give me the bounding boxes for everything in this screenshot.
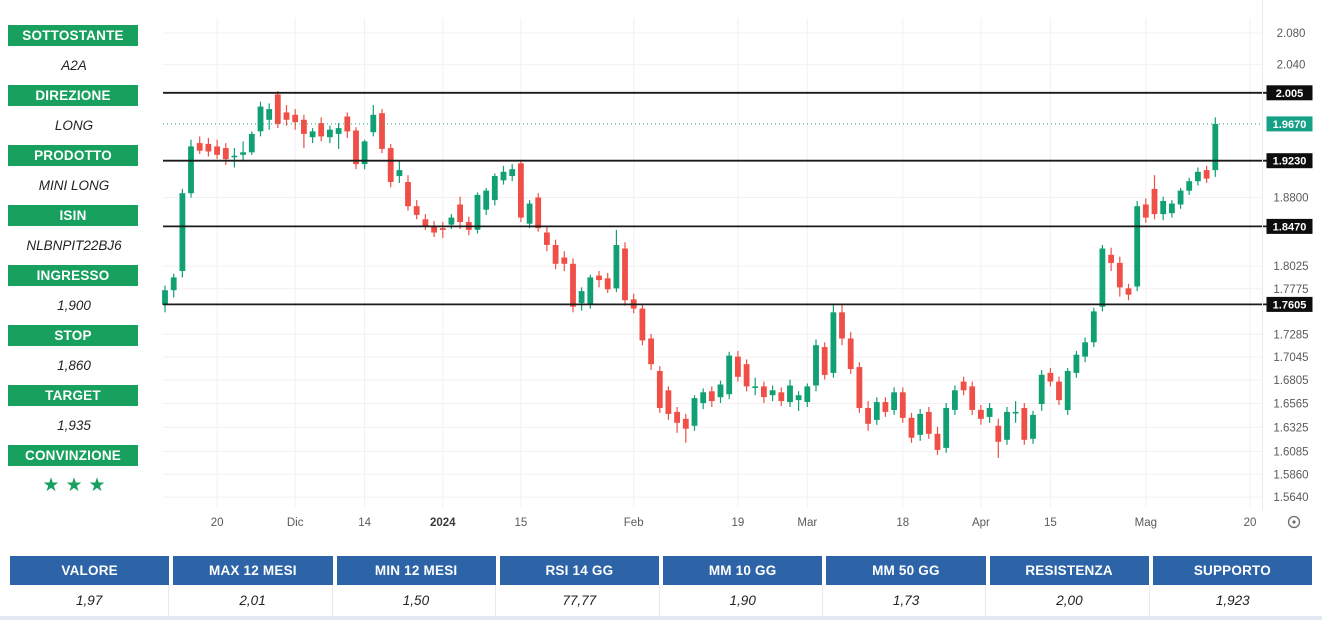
time-tick-label: 14 [358,517,371,529]
grid [163,18,1262,508]
time-tick-label: 19 [732,517,745,529]
stat-header-3: RSI 14 GG [499,556,659,585]
time-tick-label: Mar [797,517,817,529]
price-axis[interactable]: 2.080 2.040 1.8800 1.8025 1.7775 1.7285 1.7045… [1262,0,1313,510]
svg-text:1.7605: 1.7605 [1273,299,1307,311]
price-tick-label: 2.040 [1277,60,1306,72]
level-price-label [1266,153,1313,169]
stat-value-7: 1,923 [1215,593,1250,608]
table-bottom-strip [0,616,1322,620]
price-tick-label: 1.8025 [1273,261,1308,273]
level-price-label [1266,218,1313,234]
stat-value-3: 77,77 [500,585,660,616]
time-tick-label: Dic [287,517,304,529]
time-tick-label: Mag [1135,517,1157,529]
stat-value-2: 1,50 [337,585,497,616]
sidebar-field-value: LONG [54,118,94,133]
stat-header-1: MAX 12 MESI [173,556,333,585]
sidebar-field-label: STOP [8,325,138,346]
trade-info-sidebar: SOTTOSTANTE A2A DIREZIONE LONG PRODOTTO MINI … [0,25,148,505]
sidebar-field-ingresso: INGRESSO 1,900 [0,265,148,325]
stat-value-6: 2,00 [990,585,1150,616]
stats-table-header-row: VALORE MAX 12 MESI MIN 12 MESI RSI 14 GG MM … [0,556,1322,585]
stat-value-0: 1,97 [10,585,170,616]
price-tick-label: 1.7045 [1273,352,1308,364]
sidebar-field-value: 1,900 [57,298,91,313]
price-tick-label: 2.080 [1277,28,1306,40]
time-tick-label: 20 [1244,517,1257,529]
candlestick-chart[interactable]: 2.080 2.040 1.8800 1.8025 1.7775 1.7285 1.7045… [0,0,1322,545]
current-price-label [1266,116,1313,132]
sidebar-field-value: A2A [61,58,87,73]
conviction-stars: ★★★ [42,475,112,496]
price-tick-label: 1.6085 [1273,446,1308,458]
stat-value-1: 2,01 [173,585,333,616]
sidebar-field-convinzione: CONVINZIONE ★★★ [0,445,148,505]
stats-table: VALORE MAX 12 MESI MIN 12 MESI RSI 14 GG MM … [0,556,1322,620]
candles [162,91,1219,458]
sidebar-field-sottostante: SOTTOSTANTE A2A [0,25,148,85]
settings-icon[interactable] [1287,515,1301,529]
time-tick-label: 2024 [430,517,456,529]
sidebar-field-label: ISIN [8,205,138,226]
price-tick-label: 1.5640 [1273,492,1308,504]
price-tick-label: 1.7285 [1273,329,1308,341]
price-tick-label: 1.8800 [1273,193,1308,205]
time-tick-label: 20 [211,517,224,529]
chart-area[interactable]: 2.080 2.040 1.8800 1.8025 1.7775 1.7285 1.7045… [0,0,1322,545]
svg-text:2.005: 2.005 [1276,88,1304,100]
stat-value-5: 1,73 [827,585,987,616]
price-tick-label: 1.7775 [1273,284,1308,296]
stats-table-value-row: 1,97 2,01 1,50 77,77 1,90 1,73 2,00 1,923 [0,585,1322,616]
sidebar-field-value: MINI LONG [38,178,110,193]
chart-background [0,0,1322,545]
sidebar-field-value: NLBNPIT22BJ6 [26,238,122,253]
price-tick-label: 1.6565 [1273,399,1308,411]
time-tick-label: Apr [972,517,990,529]
sidebar-field-target: TARGET 1,935 [0,385,148,445]
sidebar-field-isin: ISIN NLBNPIT22BJ6 [0,205,148,265]
price-tick-label: 1.6805 [1273,375,1308,387]
stat-header-0: VALORE [10,556,170,585]
time-tick-label: 15 [1044,517,1057,529]
sidebar-field-prodotto: PRODOTTO MINI LONG [0,145,148,205]
sidebar-field-value: 1,935 [57,418,91,433]
sidebar-field-label: PRODOTTO [8,145,138,166]
sidebar-field-label: TARGET [8,385,138,406]
stat-header-5: MM 50 GG [826,556,986,585]
stat-header-7: SUPPORTO [1152,556,1312,585]
level-price-label [1266,85,1313,101]
price-tick-label: 1.5860 [1273,469,1308,481]
sidebar-field-label: INGRESSO [8,265,138,286]
price-tick-label: 1.6325 [1273,422,1308,434]
stat-header-2: MIN 12 MESI [336,556,496,585]
svg-text:1.9670: 1.9670 [1273,119,1307,131]
sidebar-field-stop: STOP 1,860 [0,325,148,385]
stat-header-4: MM 10 GG [663,556,823,585]
time-tick-label: 18 [896,517,909,529]
level-price-label [1266,296,1313,312]
sidebar-field-label: DIREZIONE [8,85,138,106]
svg-text:1.9230: 1.9230 [1273,156,1307,168]
sidebar-field-direzione: DIREZIONE LONG [0,85,148,145]
time-tick-label: 15 [515,517,528,529]
sidebar-field-label: CONVINZIONE [8,445,138,466]
time-axis[interactable]: 20 Dic 14 2024 15 Feb 19 Mar 18 Apr 15 Mag 20 [211,515,1301,530]
time-tick-label: Feb [624,517,644,529]
svg-text:1.8470: 1.8470 [1273,221,1307,233]
sidebar-field-value: 1,860 [57,358,91,373]
stat-header-6: RESISTENZA [989,556,1149,585]
level-lines[interactable] [163,91,1267,306]
stat-value-4: 1,90 [664,585,823,616]
sidebar-field-label: SOTTOSTANTE [8,25,138,46]
